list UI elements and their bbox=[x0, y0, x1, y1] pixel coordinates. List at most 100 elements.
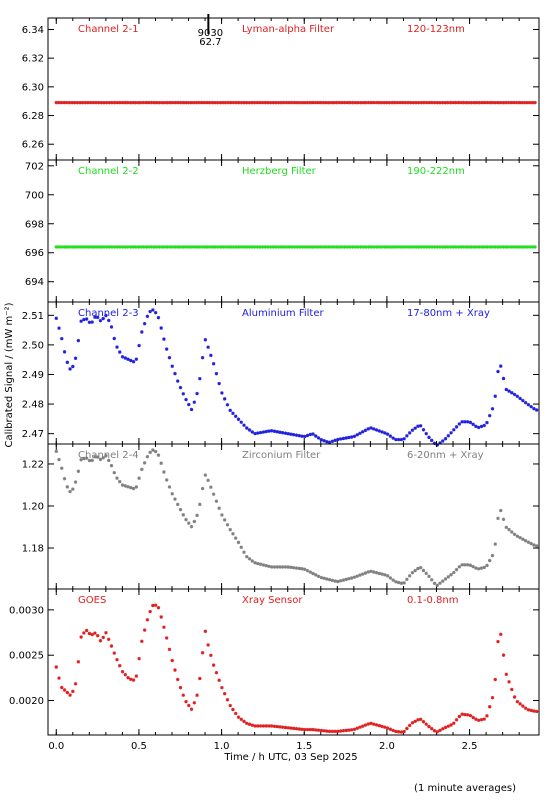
data-point bbox=[237, 100, 241, 105]
data-point bbox=[279, 245, 283, 249]
data-point bbox=[483, 100, 487, 105]
data-point bbox=[57, 676, 61, 680]
data-point bbox=[107, 245, 111, 249]
data-point bbox=[228, 408, 232, 413]
data-point bbox=[87, 320, 92, 324]
data-point bbox=[364, 100, 368, 105]
data-point bbox=[366, 100, 371, 105]
data-point bbox=[446, 724, 451, 728]
data-point bbox=[137, 476, 141, 480]
data-point bbox=[490, 407, 495, 411]
data-point bbox=[147, 100, 151, 105]
data-point bbox=[65, 690, 70, 695]
data-point bbox=[239, 420, 243, 424]
data-point bbox=[253, 431, 257, 436]
data-point bbox=[430, 578, 434, 582]
data-point bbox=[165, 478, 169, 482]
data-point bbox=[532, 709, 536, 713]
data-point bbox=[250, 723, 254, 727]
data-point bbox=[178, 245, 183, 249]
data-point bbox=[424, 245, 429, 249]
data-point bbox=[457, 714, 462, 719]
data-point bbox=[421, 428, 426, 432]
data-point bbox=[195, 513, 199, 518]
data-point bbox=[226, 100, 230, 105]
y-tick-label: 6.30 bbox=[22, 82, 44, 93]
data-point bbox=[278, 565, 282, 569]
data-point bbox=[446, 245, 450, 249]
data-point bbox=[345, 100, 349, 105]
data-point bbox=[387, 245, 392, 249]
data-point bbox=[366, 245, 371, 249]
y-tick-label: 1.20 bbox=[22, 501, 44, 512]
data-point bbox=[325, 440, 329, 444]
data-point bbox=[239, 717, 243, 721]
data-point bbox=[396, 580, 401, 585]
data-point bbox=[79, 635, 83, 639]
data-point bbox=[139, 100, 143, 105]
data-point bbox=[237, 245, 241, 249]
data-point bbox=[297, 245, 302, 249]
data-point bbox=[263, 100, 267, 105]
data-point bbox=[236, 715, 241, 719]
data-point bbox=[314, 728, 318, 732]
data-point bbox=[247, 100, 252, 105]
data-point bbox=[170, 492, 174, 496]
data-point bbox=[148, 309, 152, 314]
data-point bbox=[54, 665, 58, 669]
data-point bbox=[441, 439, 445, 443]
data-point bbox=[313, 245, 318, 249]
data-point bbox=[327, 577, 332, 582]
data-point bbox=[104, 454, 108, 458]
data-point bbox=[54, 316, 58, 320]
data-point bbox=[463, 563, 467, 567]
data-point bbox=[512, 392, 517, 397]
data-point bbox=[197, 100, 201, 105]
data-point bbox=[394, 580, 398, 584]
data-point bbox=[173, 371, 177, 376]
data-point bbox=[520, 245, 524, 249]
data-point bbox=[71, 364, 75, 369]
data-point bbox=[131, 245, 135, 249]
data-point bbox=[200, 651, 205, 655]
data-point bbox=[272, 429, 277, 433]
data-point bbox=[337, 100, 341, 105]
data-point bbox=[57, 457, 61, 462]
data-point bbox=[170, 245, 175, 249]
data-point bbox=[141, 100, 146, 105]
data-point bbox=[155, 100, 159, 105]
data-point bbox=[358, 431, 362, 436]
data-point bbox=[363, 428, 368, 433]
data-point bbox=[349, 576, 354, 580]
data-point bbox=[65, 485, 70, 489]
data-point bbox=[109, 644, 114, 648]
data-point bbox=[452, 570, 456, 575]
data-point bbox=[347, 435, 351, 440]
data-point bbox=[189, 407, 194, 412]
data-point bbox=[200, 245, 204, 249]
data-point bbox=[159, 326, 163, 330]
data-point bbox=[65, 245, 69, 249]
data-point bbox=[325, 729, 329, 733]
data-point bbox=[394, 437, 398, 442]
data-point bbox=[305, 568, 310, 573]
data-point bbox=[358, 725, 362, 729]
data-point bbox=[263, 245, 267, 249]
data-point bbox=[82, 317, 86, 322]
data-point bbox=[521, 537, 525, 541]
data-point bbox=[297, 727, 301, 731]
data-point bbox=[319, 100, 323, 105]
data-point bbox=[382, 245, 386, 249]
data-point bbox=[529, 708, 533, 713]
data-point bbox=[221, 100, 225, 105]
data-point bbox=[236, 540, 241, 545]
data-point bbox=[286, 432, 290, 436]
data-point bbox=[509, 245, 513, 249]
y-tick-label: 2.50 bbox=[22, 340, 44, 351]
data-point bbox=[411, 100, 416, 105]
data-point bbox=[242, 245, 246, 249]
data-point bbox=[398, 245, 402, 249]
data-point bbox=[271, 100, 275, 105]
data-point bbox=[330, 729, 335, 734]
data-point bbox=[109, 463, 114, 468]
